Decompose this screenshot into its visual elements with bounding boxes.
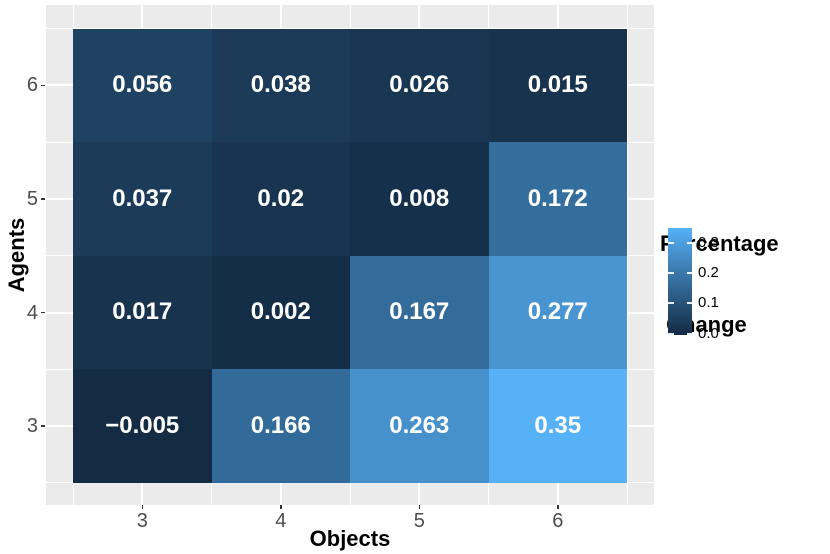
heatmap-cell: 0.038	[211, 28, 350, 143]
y-tick-mark	[41, 425, 45, 427]
plot-panel: 0.056 0.038 0.026 0.015 0.037 0.02 0.008 0.172 0…	[46, 5, 654, 505]
cell-value: 0.037	[112, 184, 173, 212]
gridline-minor-v	[626, 5, 628, 505]
x-tick-mark	[418, 505, 420, 509]
cell-value: 0.015	[527, 71, 588, 99]
cell-value: 0.002	[250, 298, 311, 326]
cell-value: 0.056	[112, 71, 173, 99]
x-axis-title: Objects	[309, 526, 391, 551]
legend-tick-mark	[686, 272, 692, 275]
heatmap-cell: 0.172	[488, 142, 627, 256]
y-tick-label: 5	[26, 187, 38, 210]
cell-value: 0.008	[389, 184, 450, 212]
heatmap-cell: 0.166	[211, 369, 350, 483]
cell-value: 0.017	[112, 298, 173, 326]
legend-tick-mark	[668, 272, 674, 275]
legend-tick-label: 0.1	[698, 294, 719, 312]
x-tick-label: 3	[136, 510, 148, 532]
heatmap-cell: 0.277	[488, 255, 627, 370]
cell-value: 0.277	[527, 298, 588, 326]
legend-tick-label: 0.2	[698, 264, 719, 282]
cell-value: 0.038	[250, 71, 311, 99]
x-tick-label: 4	[275, 510, 287, 532]
heatmap-cell: 0.35	[488, 369, 627, 483]
y-tick-label: 4	[26, 301, 38, 324]
x-tick-mark	[280, 505, 282, 509]
y-tick-mark	[41, 198, 45, 200]
legend-tick-mark	[668, 242, 674, 245]
cell-value: 0.263	[389, 412, 450, 440]
heatmap-cell: 0.037	[73, 142, 212, 256]
legend-tick-label: 0.0	[698, 324, 719, 342]
legend-tick-mark	[686, 332, 692, 335]
x-tick-mark	[141, 505, 143, 509]
x-tick-label: 5	[413, 510, 425, 532]
gridline-minor-h	[46, 482, 654, 484]
legend-tick-mark	[686, 302, 692, 305]
heatmap-cell: 0.008	[350, 142, 489, 256]
cell-value: 0.167	[389, 298, 450, 326]
y-tick-label: 6	[26, 74, 38, 97]
heatmap-cell: 0.026	[350, 28, 489, 143]
legend-colorbar	[668, 228, 692, 335]
y-tick-mark	[41, 311, 45, 314]
heatmap-cell: 0.167	[350, 255, 489, 370]
legend-tick-mark	[686, 242, 692, 245]
legend: Percentage Change 0.3 0.2 0.1 0.0	[660, 176, 830, 356]
y-tick-label: 3	[26, 415, 38, 438]
legend-tick-mark	[668, 302, 674, 305]
heatmap-cell: 0.017	[73, 255, 212, 370]
y-axis-title: Agents	[4, 217, 29, 293]
heatmap-cell: 0.002	[211, 255, 350, 370]
heatmap-cell: 0.02	[211, 142, 350, 256]
legend-tick-mark	[668, 332, 674, 335]
heatmap-cell: 0.015	[488, 28, 627, 143]
x-tick-label: 6	[552, 510, 564, 532]
heatmap-cell: −0.005	[73, 369, 212, 483]
heatmap-cell: 0.056	[73, 28, 212, 143]
heatmap-cell: 0.263	[350, 369, 489, 483]
cell-value: 0.166	[250, 412, 311, 440]
cell-value: 0.172	[527, 184, 588, 212]
cell-value: 0.026	[389, 71, 450, 99]
cell-value: 0.02	[257, 184, 305, 212]
cell-value: 0.35	[534, 412, 582, 440]
y-tick-mark	[41, 84, 45, 87]
legend-tick-label: 0.3	[698, 234, 719, 252]
cell-value: −0.005	[105, 412, 180, 440]
x-tick-mark	[557, 505, 559, 509]
